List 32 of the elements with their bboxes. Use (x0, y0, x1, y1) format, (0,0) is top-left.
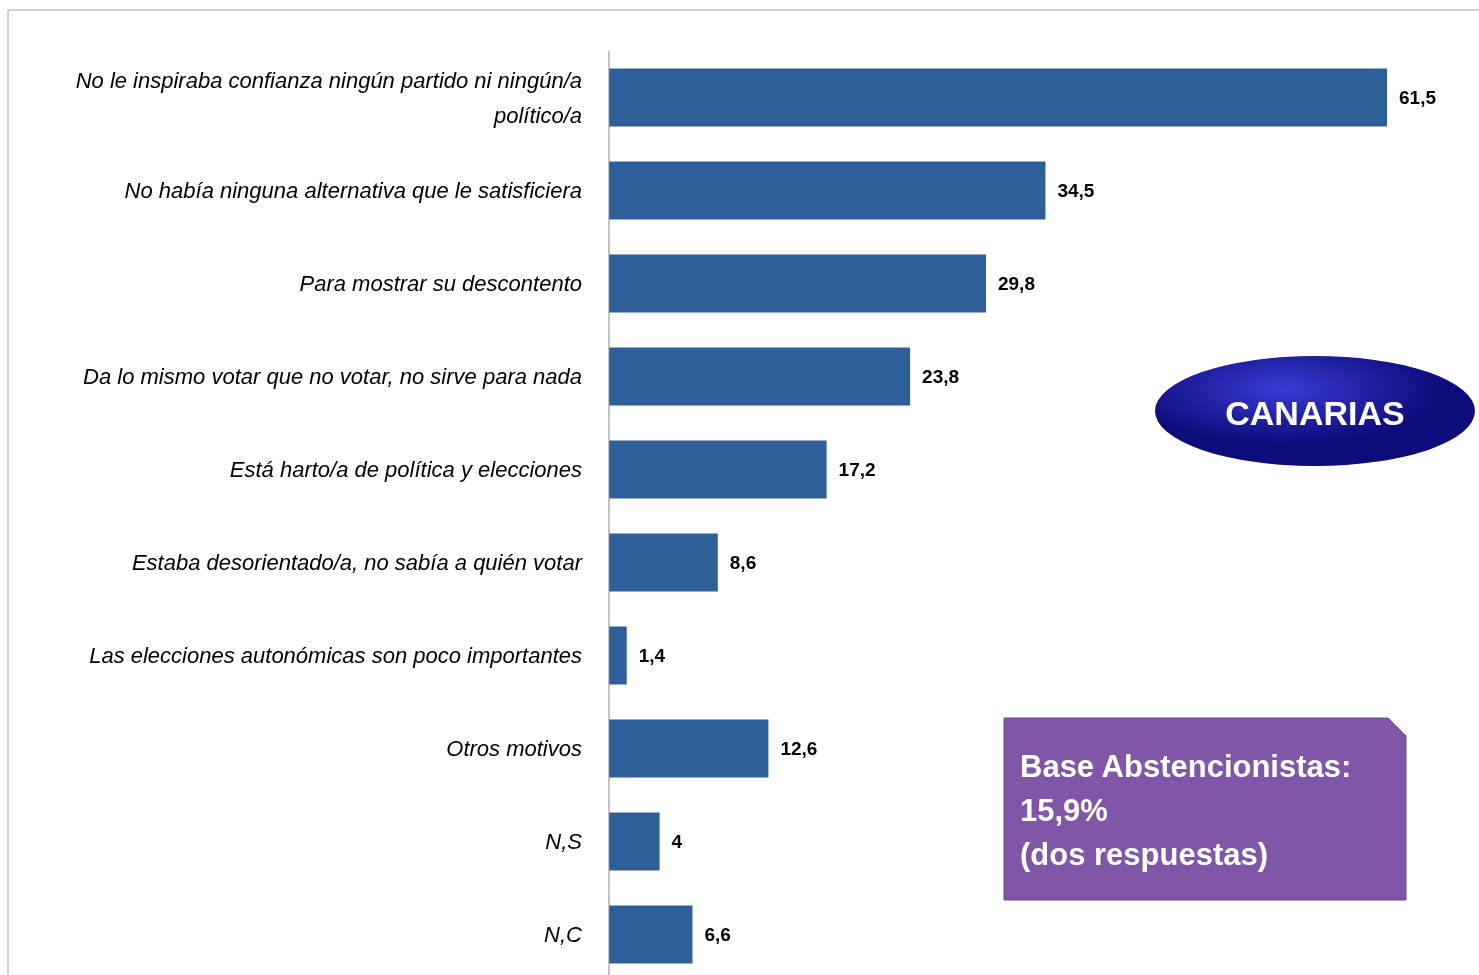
data-label: 1,4 (638, 645, 666, 667)
bar (609, 719, 769, 778)
data-label: 8,6 (729, 552, 757, 574)
bar (609, 905, 693, 964)
y-tick-label: N,C (544, 922, 583, 948)
bar (609, 533, 718, 592)
data-label: 61,5 (1399, 87, 1437, 109)
data-label: 4 (671, 831, 683, 853)
data-label: 17,2 (838, 459, 876, 481)
bar (609, 254, 986, 313)
bar (609, 161, 1046, 220)
bar (609, 347, 911, 406)
y-tick-label: Da lo mismo votar que no votar, no sirve para nada (83, 364, 582, 390)
data-label: 29,8 (997, 273, 1035, 295)
annotation: Base Abstencionistas: 15,9% (dos respuestas) (1020, 749, 1352, 872)
annotation: CANARIAS (1225, 393, 1405, 432)
y-tick-label: Para mostrar su descontento (299, 271, 582, 297)
bar (609, 440, 827, 499)
y-tick-label: Otros motivos (446, 736, 582, 762)
data-label: 34,5 (1057, 180, 1095, 202)
bar (609, 626, 627, 685)
y-tick-label: No le inspiraba confianza ningún partido ni ningún/a político/a (75, 67, 582, 128)
y-tick-label: Estaba desorientado/a, no sabía a quién votar (131, 550, 584, 576)
y-tick-label: Las elecciones autonómicas son poco importantes (89, 643, 582, 669)
data-label: 12,6 (780, 738, 818, 760)
y-tick-label: N,S (545, 829, 583, 855)
bar (609, 812, 660, 871)
data-label: 23,8 (922, 366, 960, 388)
data-label: 6,6 (704, 924, 731, 946)
bar (609, 68, 1387, 127)
y-tick-label: No había ninguna alternativa que le satisficiera (124, 178, 582, 204)
y-tick-label: Está harto/a de política y elecciones (229, 457, 582, 483)
